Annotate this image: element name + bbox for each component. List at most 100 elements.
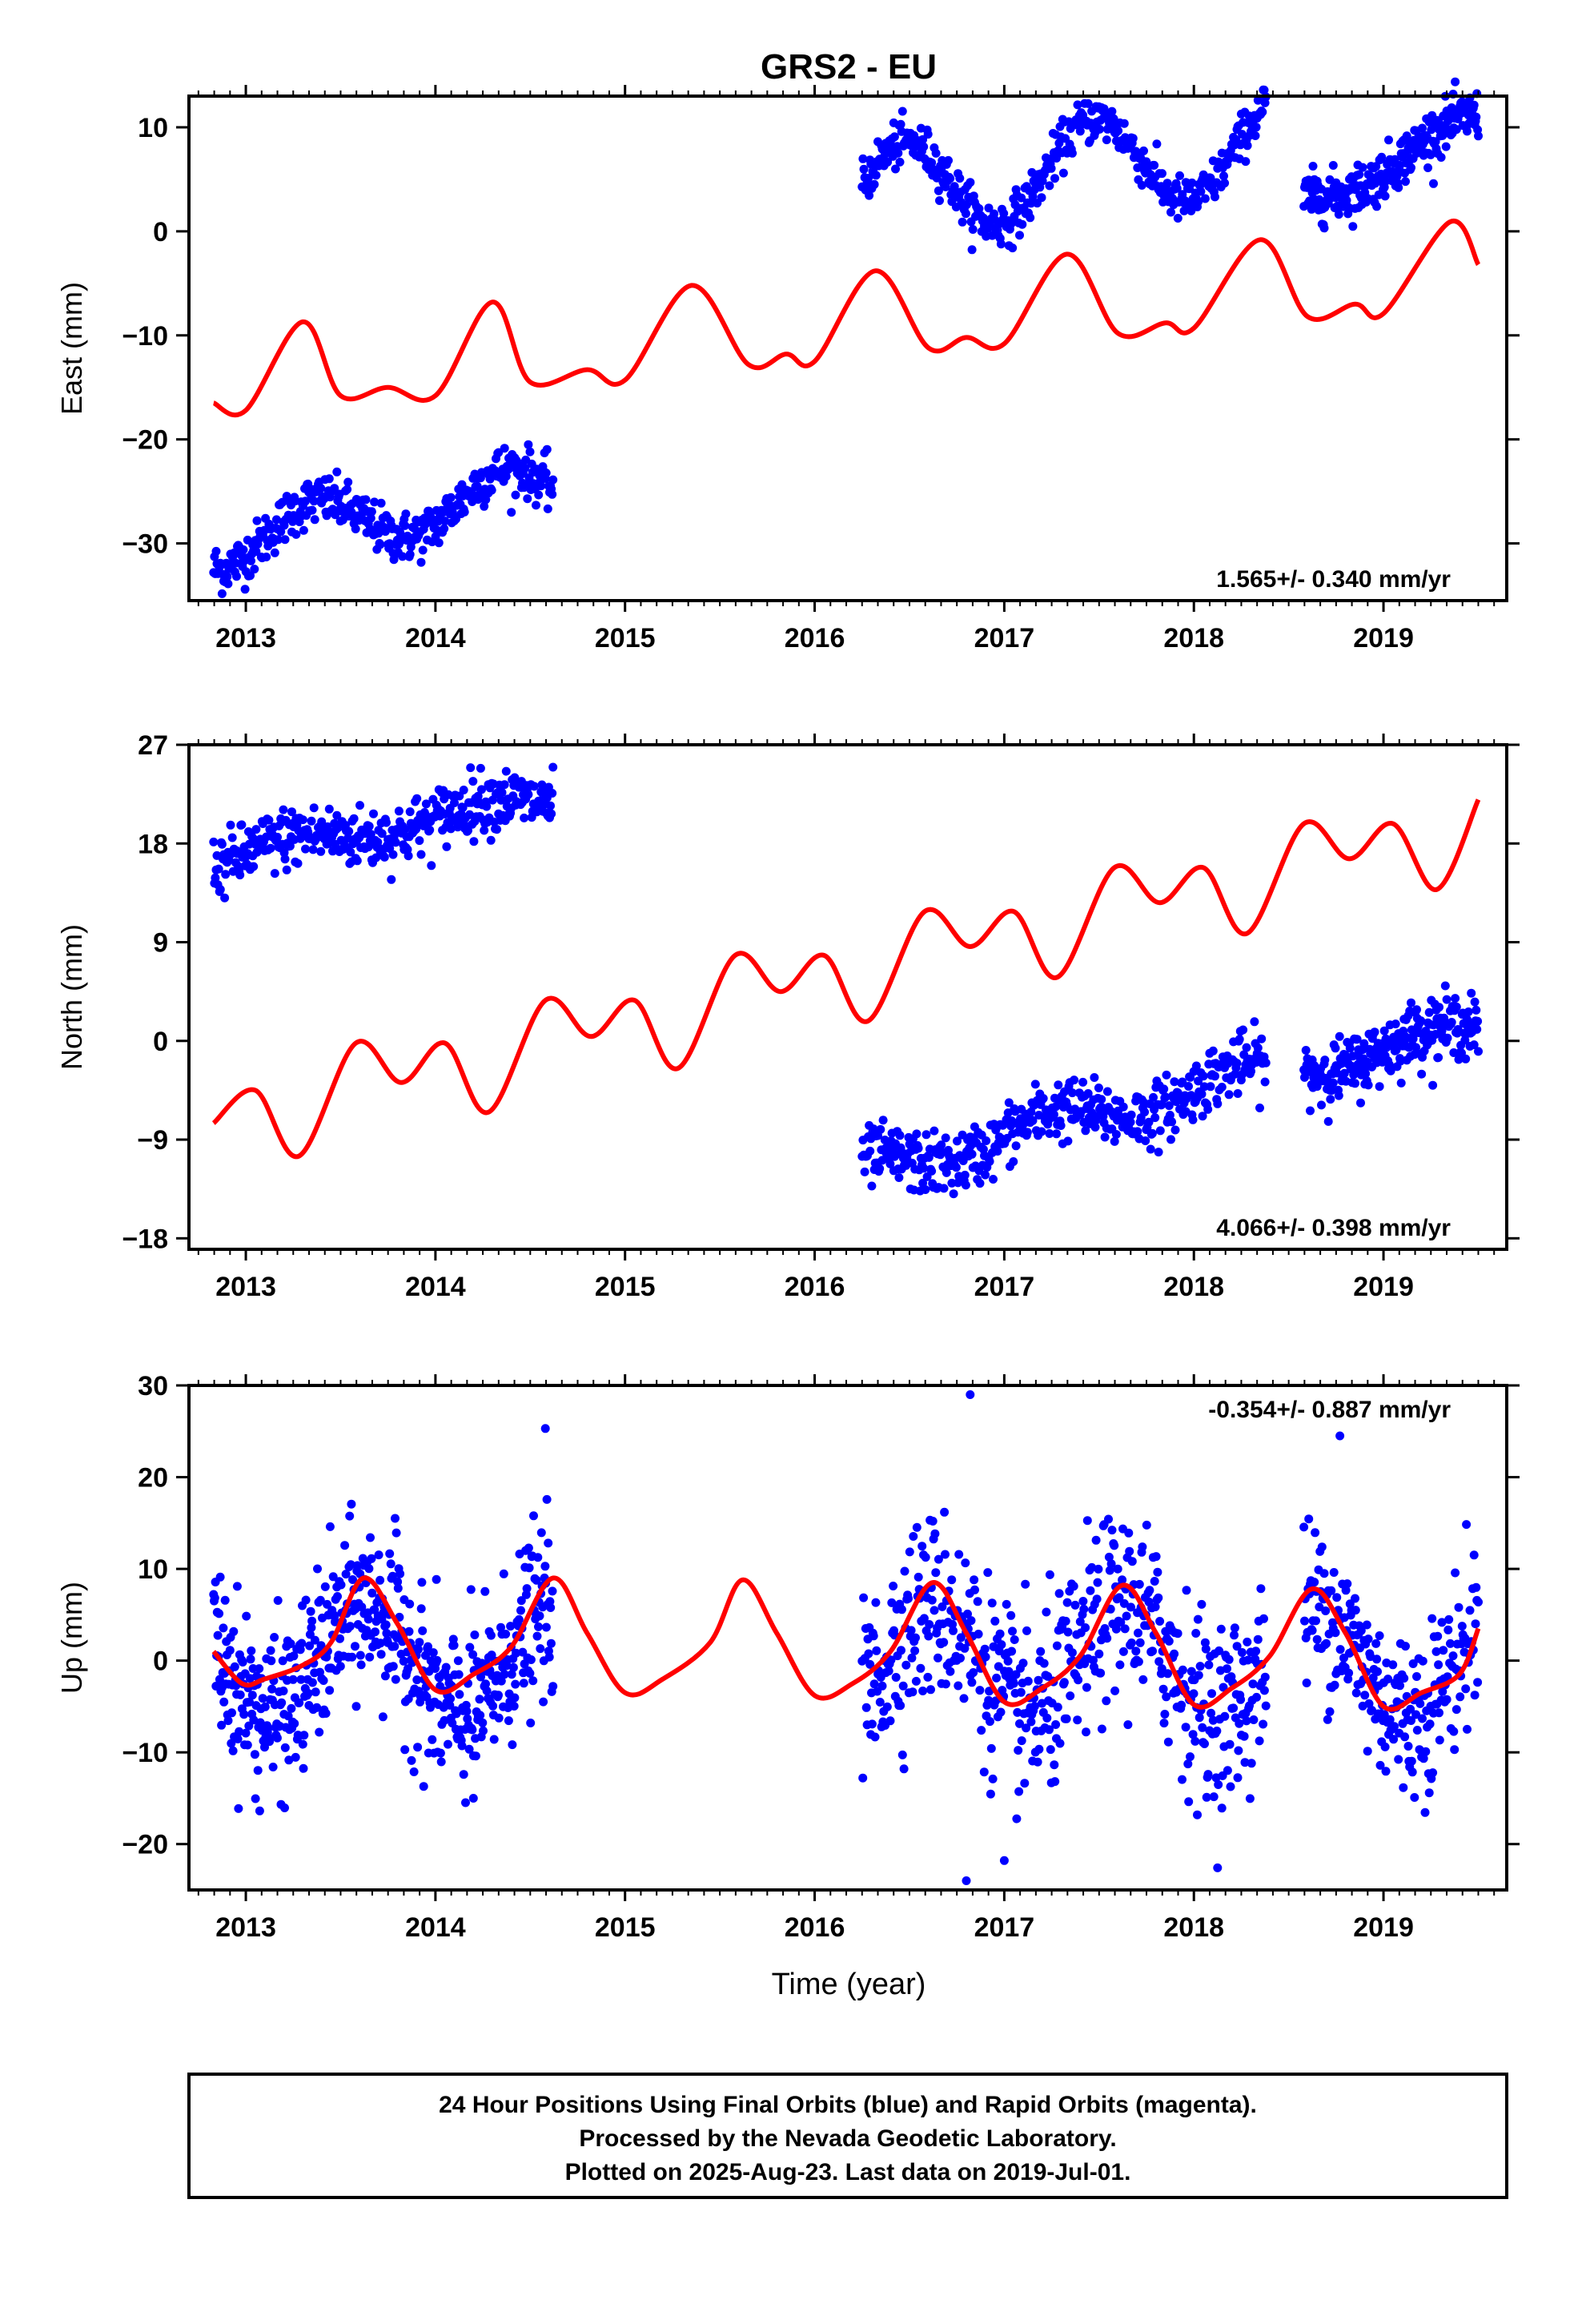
up-data-point xyxy=(210,1593,219,1602)
up-data-point xyxy=(980,1644,990,1654)
east-xtick-label: 2017 xyxy=(974,623,1035,653)
up-data-point xyxy=(1249,1715,1259,1724)
up-data-point xyxy=(1094,1649,1104,1659)
east-data-point xyxy=(1377,152,1387,162)
east-data-point xyxy=(239,545,248,554)
east-data-point xyxy=(1451,77,1460,86)
up-data-point xyxy=(331,1617,339,1626)
up-data-point xyxy=(1406,1704,1415,1714)
up-data-point xyxy=(928,1517,938,1526)
up-data-point xyxy=(940,1507,950,1517)
up-data-point xyxy=(1427,1614,1437,1623)
up-data-point xyxy=(413,1743,423,1752)
north-data-point xyxy=(1049,1110,1058,1120)
north-data-point xyxy=(1217,1083,1227,1092)
north-axes: 2013 2014 2015 2016 2017 2018 2019 27 18 9 0 −9 −18 xyxy=(122,730,1520,1302)
up-data-point xyxy=(1226,1782,1235,1791)
up-data-point xyxy=(1126,1638,1136,1647)
up-data-point xyxy=(1389,1735,1399,1744)
up-data-point xyxy=(251,1794,260,1803)
up-data-point xyxy=(407,1755,416,1765)
east-data-point xyxy=(859,164,869,174)
up-data-point xyxy=(428,1735,437,1744)
up-data-point xyxy=(1034,1744,1044,1754)
up-data-point xyxy=(1470,1691,1480,1700)
north-data-point xyxy=(1352,1035,1362,1044)
up-data-point xyxy=(357,1602,367,1612)
up-data-point xyxy=(524,1543,533,1553)
east-data-point xyxy=(543,504,552,513)
up-data-point xyxy=(244,1721,254,1731)
north-data-point xyxy=(387,875,396,884)
north-data-point xyxy=(1102,1087,1112,1096)
up-data-point xyxy=(1110,1686,1120,1695)
up-data-point xyxy=(1260,1672,1270,1682)
up-data-point xyxy=(975,1686,985,1695)
up-data-point xyxy=(509,1702,519,1711)
east-data-point xyxy=(1142,157,1151,167)
up-data-point xyxy=(405,1599,415,1609)
up-data-point xyxy=(232,1582,242,1591)
east-data-point xyxy=(405,549,415,559)
up-data-point xyxy=(1010,1635,1019,1644)
up-data-point xyxy=(1134,1657,1143,1667)
up-data-point xyxy=(1312,1634,1322,1644)
up-data-point xyxy=(1304,1514,1314,1524)
up-data-point xyxy=(1059,1678,1069,1687)
up-data-point xyxy=(1135,1638,1145,1647)
north-data-point xyxy=(1233,1089,1243,1098)
up-data-point xyxy=(966,1616,976,1626)
up-data-point xyxy=(1434,1660,1443,1670)
up-data-point xyxy=(351,1702,361,1711)
up-data-point xyxy=(1012,1814,1022,1823)
up-data-point xyxy=(279,1687,288,1695)
up-data-point xyxy=(1154,1657,1164,1667)
north-data-point xyxy=(309,803,319,813)
up-data-point xyxy=(1363,1747,1372,1756)
up-data-point xyxy=(494,1691,503,1700)
north-data-point xyxy=(1356,1098,1365,1108)
north-data-point xyxy=(371,853,381,862)
north-data-point xyxy=(427,861,436,870)
up-data-point xyxy=(245,1697,254,1707)
north-data-point xyxy=(1206,1082,1215,1092)
up-data-point xyxy=(1235,1719,1244,1728)
north-data-point xyxy=(249,862,259,871)
up-data-point xyxy=(476,1711,485,1720)
up-data-point xyxy=(1385,1715,1395,1724)
east-data-point xyxy=(935,196,944,205)
up-data-point xyxy=(1234,1746,1243,1755)
north-data-point xyxy=(1239,1025,1248,1035)
up-data-point xyxy=(1401,1642,1410,1651)
up-data-point xyxy=(986,1789,995,1799)
up-data-point xyxy=(924,1631,934,1641)
east-data-point xyxy=(1371,162,1381,171)
up-data-point xyxy=(921,1553,930,1562)
north-data-point xyxy=(953,1136,962,1146)
east-data-point xyxy=(316,484,326,493)
north-data-point xyxy=(466,763,476,773)
north-data-point xyxy=(1170,1125,1180,1135)
up-data-point xyxy=(870,1732,880,1742)
up-data-point xyxy=(312,1703,322,1712)
up-data-point xyxy=(1078,1597,1088,1606)
up-data-point xyxy=(453,1656,463,1666)
up-data-point xyxy=(1089,1655,1098,1665)
east-data-point xyxy=(1152,139,1162,149)
north-data-point xyxy=(930,1126,939,1136)
up-data-point xyxy=(286,1639,295,1648)
up-data-point xyxy=(1407,1716,1415,1725)
up-data-point xyxy=(954,1681,963,1691)
up-data-point xyxy=(536,1644,545,1654)
up-data-point xyxy=(238,1658,247,1667)
north-data-point xyxy=(1070,1076,1079,1085)
north-data-point xyxy=(1161,1092,1170,1102)
up-data-point xyxy=(1201,1644,1211,1654)
up-data-point xyxy=(315,1595,325,1605)
up-data-point xyxy=(380,1671,390,1681)
up-data-point xyxy=(227,1708,236,1718)
up-data-point xyxy=(1431,1647,1441,1656)
north-data-point xyxy=(308,845,318,854)
up-data-point xyxy=(1134,1628,1142,1638)
north-data-point xyxy=(282,865,291,875)
